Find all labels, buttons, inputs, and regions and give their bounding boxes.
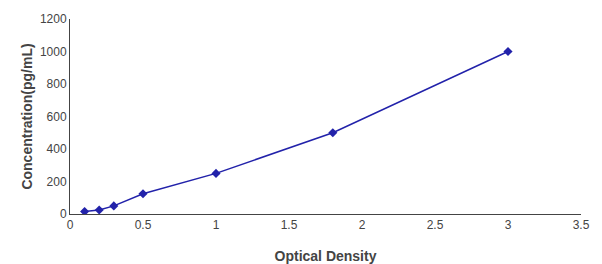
svg-text:800: 800 xyxy=(47,77,67,91)
svg-text:600: 600 xyxy=(47,110,67,124)
svg-text:3: 3 xyxy=(505,218,512,232)
svg-text:1: 1 xyxy=(213,218,220,232)
svg-text:2: 2 xyxy=(359,218,366,232)
svg-text:400: 400 xyxy=(47,142,67,156)
svg-text:Concentration(pg/mL): Concentration(pg/mL) xyxy=(19,43,35,189)
svg-text:1200: 1200 xyxy=(40,12,67,26)
svg-text:2.5: 2.5 xyxy=(427,218,444,232)
svg-text:200: 200 xyxy=(47,175,67,189)
svg-text:0.5: 0.5 xyxy=(135,218,152,232)
svg-text:1000: 1000 xyxy=(40,45,67,59)
svg-text:0: 0 xyxy=(67,218,74,232)
svg-text:Optical Density: Optical Density xyxy=(275,248,377,264)
svg-text:3.5: 3.5 xyxy=(573,218,590,232)
svg-text:0: 0 xyxy=(60,207,67,221)
svg-text:1.5: 1.5 xyxy=(281,218,298,232)
